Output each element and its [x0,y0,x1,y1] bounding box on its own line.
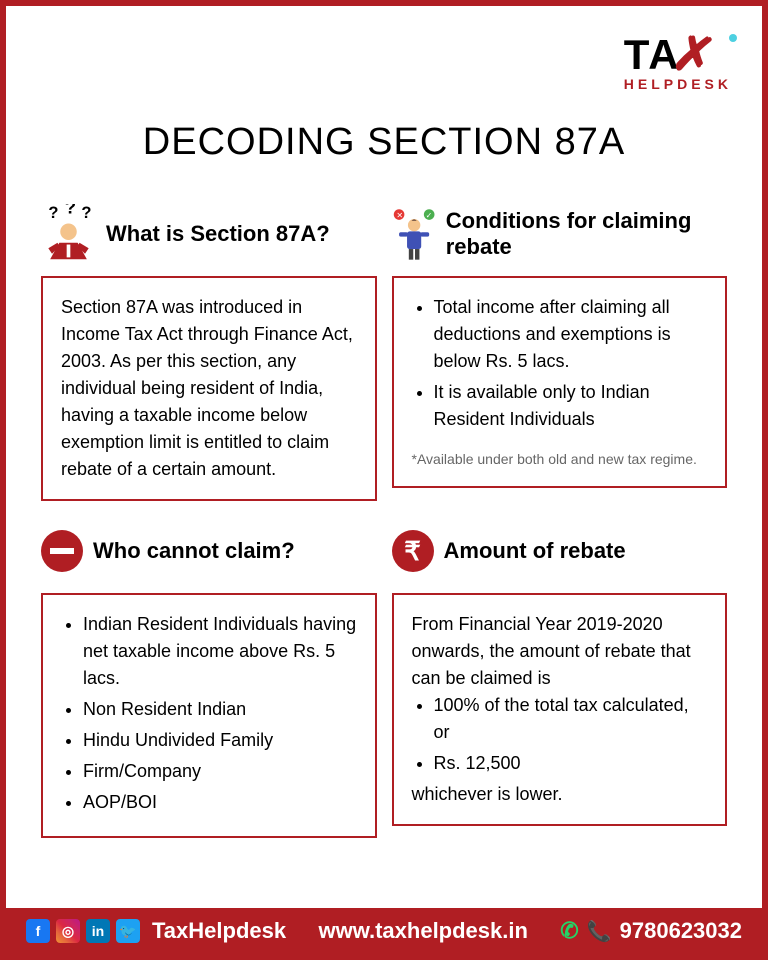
section-amount-box: From Financial Year 2019-2020 onwards, t… [392,593,728,826]
amount-item: Rs. 12,500 [434,750,708,777]
instagram-icon[interactable]: ◎ [56,919,80,943]
amount-list: 100% of the total tax calculated, or Rs.… [412,692,708,777]
section-what-box: Section 87A was introduced in Income Tax… [41,276,377,501]
confused-person-icon: ? ? ? [41,204,96,264]
conditions-footnote: *Available under both old and new tax re… [412,449,708,470]
logo: TA ✗ HELPDESK [624,26,732,92]
cannot-item: AOP/BOI [83,789,357,816]
section-what-title: What is Section 87A? [106,221,330,247]
footer-contact: ✆ 📞 9780623032 [560,918,742,944]
conditions-item: It is available only to Indian Resident … [434,379,708,433]
svg-text:?: ? [81,204,91,222]
rupee-icon: ₹ [392,530,434,572]
cannot-item: Indian Resident Individuals having net t… [83,611,357,692]
logo-checkmark-icon: ✗ [668,23,721,88]
footer-handle: TaxHelpdesk [152,918,286,944]
footer-url[interactable]: www.taxhelpdesk.in [318,918,527,944]
footer: f ◎ in 🐦 TaxHelpdesk www.taxhelpdesk.in … [6,908,762,954]
section-conditions-title: Conditions for claiming rebate [446,208,727,261]
section-conditions: ✕ ✓ Conditions for claiming rebate [392,204,728,501]
footer-social: f ◎ in 🐦 TaxHelpdesk [26,918,286,944]
whatsapp-icon[interactable]: ✆ [560,918,578,944]
sections-grid: ? ? ? What is Section 87A? Section 87A w… [36,204,732,838]
section-what-header: ? ? ? What is Section 87A? [41,204,377,264]
conditions-person-icon: ✕ ✓ [392,204,436,264]
infographic-container: TA ✗ HELPDESK DECODING SECTION 87A ? ? ? [0,0,768,960]
phone-icon[interactable]: 📞 [587,919,612,944]
twitter-icon[interactable]: 🐦 [116,919,140,943]
section-cannot-title: Who cannot claim? [93,538,295,564]
cannot-item: Non Resident Indian [83,696,357,723]
cannot-list: Indian Resident Individuals having net t… [61,611,357,816]
section-cannot: Who cannot claim? Indian Resident Indivi… [41,521,377,838]
cannot-item: Firm/Company [83,758,357,785]
facebook-icon[interactable]: f [26,919,50,943]
conditions-item: Total income after claiming all deductio… [434,294,708,375]
conditions-list: Total income after claiming all deductio… [412,294,708,433]
cannot-item: Hindu Undivided Family [83,727,357,754]
amount-item: 100% of the total tax calculated, or [434,692,708,746]
section-what: ? ? ? What is Section 87A? Section 87A w… [41,204,377,501]
svg-text:?: ? [48,204,58,222]
section-conditions-box: Total income after claiming all deductio… [392,276,728,488]
amount-intro: From Financial Year 2019-2020 onwards, t… [412,611,708,692]
footer-phone: 9780623032 [620,918,742,944]
section-conditions-header: ✕ ✓ Conditions for claiming rebate [392,204,728,264]
section-amount: ₹ Amount of rebate From Financial Year 2… [392,521,728,838]
linkedin-icon[interactable]: in [86,919,110,943]
svg-text:✓: ✓ [425,211,432,220]
section-cannot-header: Who cannot claim? [41,521,377,581]
page-title: DECODING SECTION 87A [36,121,732,164]
section-cannot-box: Indian Resident Individuals having net t… [41,593,377,838]
section-amount-title: Amount of rebate [444,538,626,564]
amount-outro: whichever is lower. [412,781,708,808]
stop-icon [41,530,83,572]
svg-text:✕: ✕ [396,211,403,220]
logo-dot-icon [729,34,737,42]
svg-text:?: ? [65,204,76,217]
section-amount-header: ₹ Amount of rebate [392,521,728,581]
